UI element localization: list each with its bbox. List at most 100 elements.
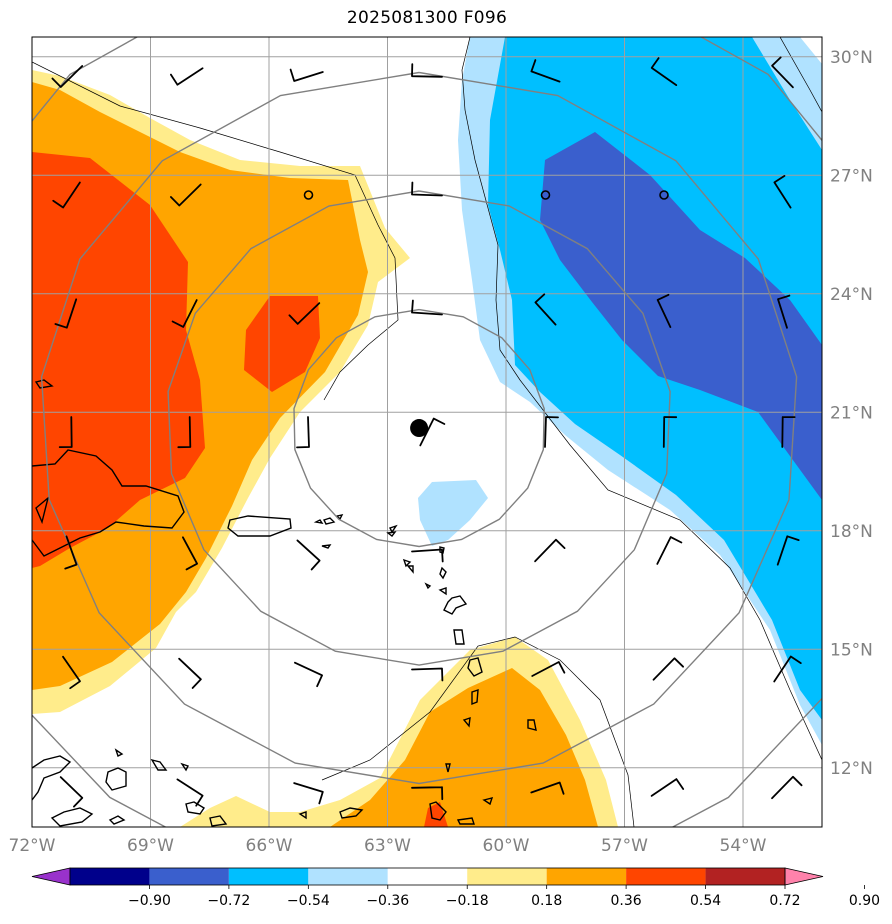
wind-barb — [773, 175, 792, 209]
wind-barb — [411, 63, 443, 78]
range-ring — [40, 71, 798, 785]
wind-barb — [534, 293, 557, 326]
colorbar-segment — [149, 868, 229, 885]
colorbar-tick-label: −0.72 — [207, 893, 250, 909]
longitude-tick-label: 69°W — [127, 836, 174, 856]
latitude-tick-label: 21°N — [830, 403, 873, 423]
wind-barb — [650, 57, 678, 86]
range-ring — [293, 308, 545, 548]
map-title: 2025081300 F096 — [346, 8, 508, 28]
wind-barb — [411, 299, 443, 316]
longitude-tick-label: 63°W — [364, 836, 411, 856]
wind-barb — [58, 416, 73, 448]
map-plot-area — [32, 37, 822, 827]
colorbar: −0.90 −0.72 −0.54 −0.36 −0.18 0.18 0.36 0.54 0.7… — [31, 867, 880, 909]
calm-wind-marker — [303, 190, 314, 200]
calm-wind-marker — [659, 190, 669, 200]
negative-anomaly-east-strong — [540, 132, 822, 500]
wind-barb — [52, 181, 81, 209]
colorbar-segment — [467, 868, 547, 885]
plot-frame — [31, 36, 823, 828]
colorbar-tick-label: −0.90 — [128, 893, 171, 909]
longitude-tick-label: 57°W — [601, 836, 648, 856]
wind-barb — [62, 655, 81, 690]
longitude-axis-labels: 72°W 69°W 66°W 63°W 60°W 57°W 54°W — [9, 836, 767, 856]
wind-barb — [170, 67, 204, 86]
latitude-tick-label: 27°N — [830, 166, 873, 186]
colorbar-tick-label: −0.54 — [287, 893, 330, 909]
wind-barb — [771, 56, 794, 89]
latitude-tick-label: 24°N — [830, 285, 873, 305]
wind-barb — [662, 416, 678, 448]
colorbar-tick-label: 0.72 — [769, 893, 800, 909]
wind-barb — [288, 302, 321, 325]
wind-barb — [171, 299, 198, 328]
colorbar-tick-label: 0.90 — [849, 893, 880, 909]
wind-barb — [411, 786, 444, 801]
wind-barb — [51, 65, 84, 88]
longitude-tick-label: 66°W — [246, 836, 293, 856]
wind-barb — [656, 536, 683, 565]
positive-anomaly-south-mid — [330, 668, 598, 827]
latitude-tick-label: 30°N — [830, 48, 873, 68]
colorbar-segment — [70, 868, 150, 885]
colorbar-segment — [308, 868, 388, 885]
wind-barb — [170, 183, 202, 207]
wind-barb — [781, 416, 796, 448]
colorbar-segment — [705, 868, 785, 885]
longitude-tick-label: 72°W — [9, 836, 56, 856]
negative-anomaly-center-patch — [418, 480, 488, 546]
longitude-tick-label: 54°W — [720, 836, 767, 856]
wind-barb — [64, 535, 78, 570]
wind-barb — [289, 68, 324, 82]
colorbar-tick-label: 0.18 — [531, 893, 562, 909]
latitude-tick-label: 15°N — [830, 640, 873, 660]
wind-barb — [771, 775, 803, 800]
wind-barbs — [51, 56, 803, 808]
wind-barb — [178, 657, 202, 689]
longitude-tick-label: 60°W — [483, 836, 530, 856]
storm-center-marker — [410, 419, 429, 438]
wind-barb — [544, 416, 559, 448]
wind-barb — [177, 416, 192, 449]
wind-barb — [182, 536, 198, 571]
wind-barb — [293, 782, 324, 805]
lat-lon-grid — [32, 37, 822, 827]
range-ring — [167, 190, 671, 666]
latitude-tick-label: 12°N — [830, 759, 873, 779]
wind-barb — [411, 181, 443, 197]
wind-barb — [54, 298, 78, 329]
wind-barb — [656, 293, 672, 328]
latitude-tick-label: 18°N — [830, 522, 873, 542]
boundary-lines — [32, 37, 822, 827]
wind-barb — [411, 667, 444, 682]
colorbar-segment — [546, 868, 627, 885]
wind-barb — [294, 661, 323, 688]
colorbar-tick-label: −0.18 — [446, 893, 489, 909]
colorbar-outline — [69, 867, 786, 886]
wind-barb — [777, 294, 791, 329]
wind-barb — [296, 416, 310, 449]
wind-barb — [652, 657, 684, 681]
colorbar-segment — [626, 868, 706, 885]
colorbar-tick-label: 0.54 — [690, 893, 721, 909]
wind-barb — [534, 538, 566, 563]
range-rings — [32, 37, 822, 827]
colorbar-segment — [228, 868, 309, 885]
colorbar-tick-label: −0.36 — [366, 893, 409, 909]
wind-barb — [530, 59, 561, 83]
colorbar-segment — [387, 868, 468, 885]
colorbar-tick-label: 0.36 — [611, 893, 642, 909]
wind-barb — [59, 776, 84, 808]
colorbar-extend-low — [31, 867, 71, 886]
wind-barb — [530, 781, 565, 795]
coastlines — [32, 379, 537, 827]
wind-barb — [176, 778, 204, 807]
colorbar-extend-high — [784, 867, 824, 886]
wind-barb — [296, 539, 321, 571]
calm-wind-marker — [540, 190, 551, 200]
wind-barb — [531, 661, 566, 677]
wind-barb — [776, 535, 800, 566]
wind-barb — [411, 548, 444, 563]
